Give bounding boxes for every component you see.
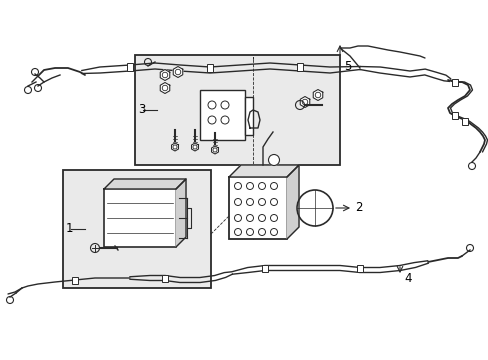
Bar: [206, 64, 213, 72]
Polygon shape: [171, 143, 178, 151]
Text: 5: 5: [343, 60, 351, 73]
Text: 3: 3: [138, 104, 145, 117]
Bar: [135, 55, 339, 165]
Bar: [228, 177, 286, 239]
Polygon shape: [300, 96, 309, 108]
Bar: [461, 118, 467, 126]
Polygon shape: [160, 69, 169, 81]
Polygon shape: [173, 67, 183, 77]
Polygon shape: [313, 90, 322, 100]
Text: 4: 4: [403, 272, 411, 285]
Polygon shape: [228, 165, 298, 177]
Bar: [162, 274, 168, 282]
Circle shape: [268, 154, 279, 166]
Polygon shape: [286, 165, 298, 239]
Circle shape: [296, 190, 332, 226]
Polygon shape: [160, 82, 169, 94]
Bar: [451, 78, 457, 85]
Polygon shape: [211, 146, 218, 154]
Polygon shape: [176, 179, 185, 247]
Text: 2: 2: [354, 202, 362, 215]
Polygon shape: [191, 143, 198, 151]
Bar: [451, 112, 457, 120]
Bar: [356, 265, 362, 271]
Bar: [296, 63, 303, 71]
Text: 1: 1: [66, 222, 73, 235]
Polygon shape: [104, 179, 185, 189]
Bar: [63, 170, 210, 288]
Bar: [200, 90, 244, 140]
Bar: [244, 97, 252, 135]
Bar: [127, 63, 133, 71]
Bar: [262, 265, 267, 271]
Bar: [72, 276, 78, 284]
Bar: [104, 189, 176, 247]
